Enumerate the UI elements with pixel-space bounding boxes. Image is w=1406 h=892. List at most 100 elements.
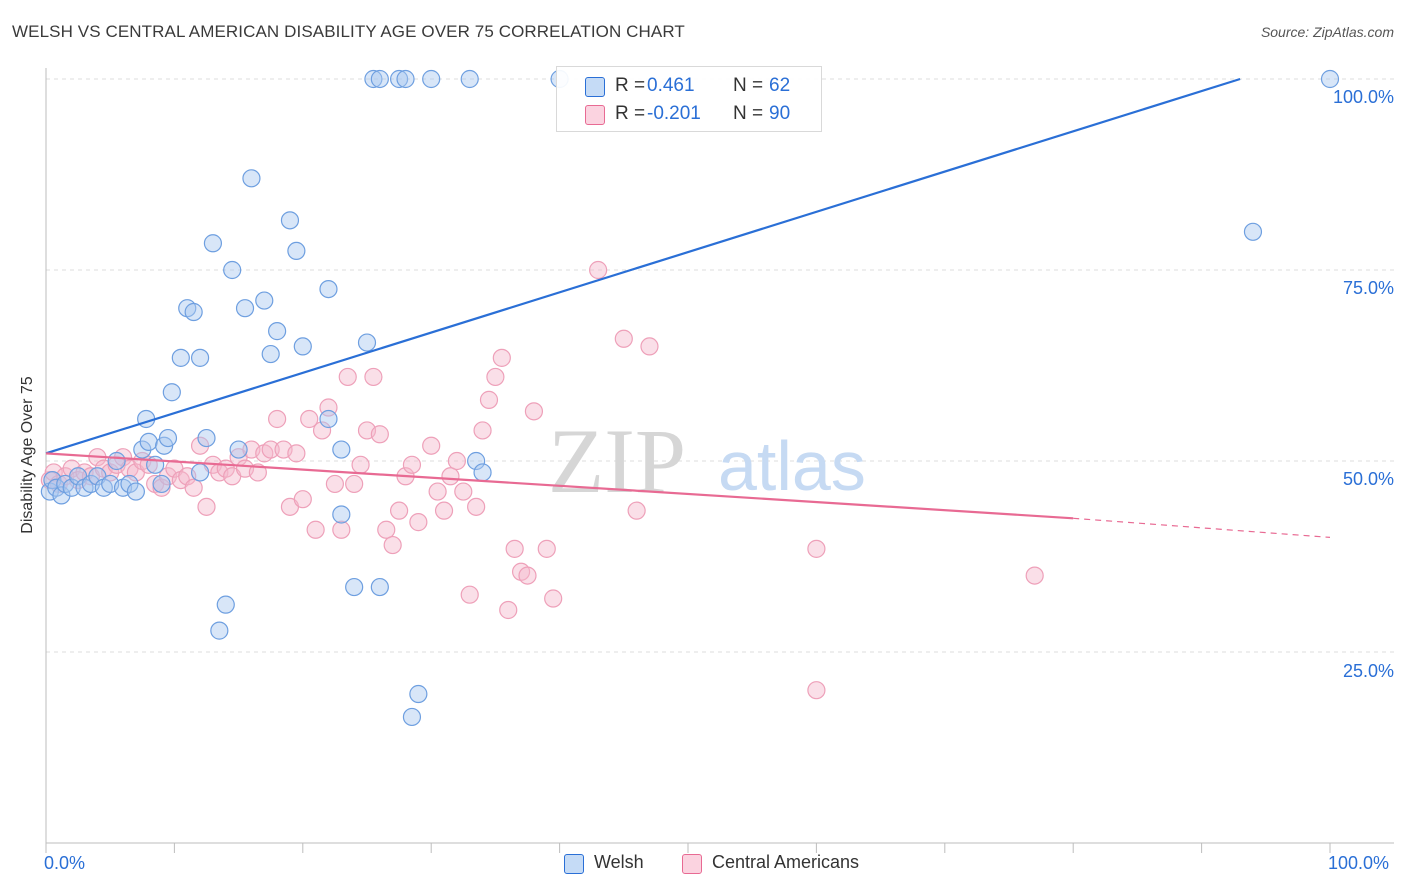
central-americans-points	[40, 260, 1044, 700]
central-americans-point	[544, 589, 563, 608]
central-americans-point	[312, 421, 332, 440]
central-americans-point	[332, 520, 351, 539]
welsh-point	[345, 577, 364, 597]
central-americans-point	[454, 482, 473, 501]
central-americans-point	[492, 348, 511, 367]
central-americans-point	[364, 367, 383, 387]
central-americans-point	[248, 463, 267, 482]
central-americans-trend-line	[45, 452, 1074, 520]
central-americans-point	[1025, 566, 1044, 585]
welsh-point	[1320, 69, 1340, 89]
central-americans-point	[518, 566, 537, 585]
welsh-trend-line	[45, 77, 1241, 455]
r-value: 0.461	[647, 75, 695, 96]
axes	[45, 68, 1394, 853]
central-americans-point	[473, 421, 492, 440]
central-americans-point	[428, 482, 447, 501]
welsh-point	[216, 595, 235, 614]
welsh-point	[332, 440, 351, 459]
welsh-point	[357, 333, 377, 352]
n-label: N =	[733, 103, 764, 124]
watermark: ZIP atlas	[548, 410, 866, 512]
central-americans-point	[190, 436, 210, 455]
welsh-point	[255, 291, 274, 310]
welsh-point	[370, 577, 389, 597]
welsh-point	[210, 621, 229, 640]
chart-title: WELSH VS CENTRAL AMERICAN DISABILITY AGE…	[12, 22, 685, 41]
welsh-point	[287, 241, 306, 260]
central-americans-point	[268, 409, 287, 429]
welsh-point	[319, 409, 338, 429]
legend-row-welsh: R = 0.461 N = 62	[557, 73, 821, 101]
gridlines	[46, 78, 1394, 653]
welsh-point	[62, 478, 81, 497]
central-americans-point	[184, 478, 203, 497]
welsh-point	[197, 428, 216, 448]
trend-lines	[45, 77, 1331, 538]
stats-legend: R = 0.461 N = 62 R = -0.201 N = 90	[556, 66, 822, 132]
welsh-point	[402, 707, 422, 727]
central-americans-point	[589, 260, 608, 280]
central-americans-point	[390, 501, 409, 520]
welsh-point	[229, 440, 248, 459]
welsh-point	[370, 69, 389, 89]
welsh-swatch	[564, 854, 584, 874]
central-americans-point	[383, 535, 402, 555]
welsh-point	[162, 383, 181, 402]
welsh-point	[422, 69, 441, 89]
central-americans-point	[300, 409, 319, 429]
welsh-point	[261, 344, 280, 364]
welsh-point	[396, 69, 415, 89]
welsh-point	[364, 69, 383, 89]
y-tick-label: 25.0%	[1342, 661, 1394, 681]
central-americans-point	[505, 539, 524, 558]
welsh-point	[280, 211, 300, 230]
welsh-point	[203, 234, 223, 253]
welsh-point	[152, 474, 171, 494]
welsh-point	[1243, 222, 1263, 241]
welsh-point	[268, 322, 287, 341]
welsh-point	[242, 169, 261, 188]
central-americans-point	[287, 444, 306, 463]
central-americans-point	[152, 478, 171, 497]
welsh-swatch	[585, 77, 605, 97]
welsh-point	[409, 684, 428, 704]
central-americans-point	[479, 390, 499, 409]
source-credit: Source: ZipAtlas.com	[1260, 24, 1394, 40]
welsh-point	[190, 463, 210, 482]
welsh-point	[319, 280, 338, 299]
central-americans-point	[338, 367, 357, 387]
y-tick-label: 50.0%	[1342, 469, 1394, 489]
central-americans-trend-extension	[1073, 517, 1331, 538]
central-americans-point	[524, 402, 544, 421]
central-americans-point	[447, 451, 466, 471]
central-americans-point	[807, 539, 826, 558]
central-americans-point	[460, 585, 479, 604]
central-americans-point	[441, 467, 460, 486]
r-label: R =	[615, 103, 646, 124]
central-americans-point	[499, 600, 518, 620]
watermark-zip: ZIP	[548, 410, 686, 512]
n-value: 90	[769, 103, 791, 124]
central-americans-point	[409, 513, 428, 532]
y-axis-label: Disability Age Over 75	[19, 376, 36, 534]
central-americans-point	[402, 455, 422, 474]
n-label: N =	[733, 75, 764, 96]
welsh-point	[223, 260, 242, 280]
central-americans-point	[197, 497, 216, 516]
welsh-point	[184, 302, 203, 322]
y-tick-label: 100.0%	[1332, 87, 1394, 107]
central-swatch	[585, 105, 605, 125]
central-americans-point	[325, 474, 344, 494]
welsh-point	[467, 451, 486, 471]
central-americans-point	[640, 337, 659, 356]
watermark-atlas: atlas	[718, 427, 866, 505]
central-americans-point	[345, 474, 364, 494]
welsh-point	[190, 348, 210, 367]
central-americans-point	[261, 440, 280, 459]
central-americans-point	[370, 425, 389, 444]
r-value: -0.201	[647, 103, 701, 124]
central-americans-point	[377, 520, 396, 539]
central-americans-point	[467, 497, 486, 516]
legend-label: Central Americans	[712, 852, 860, 872]
